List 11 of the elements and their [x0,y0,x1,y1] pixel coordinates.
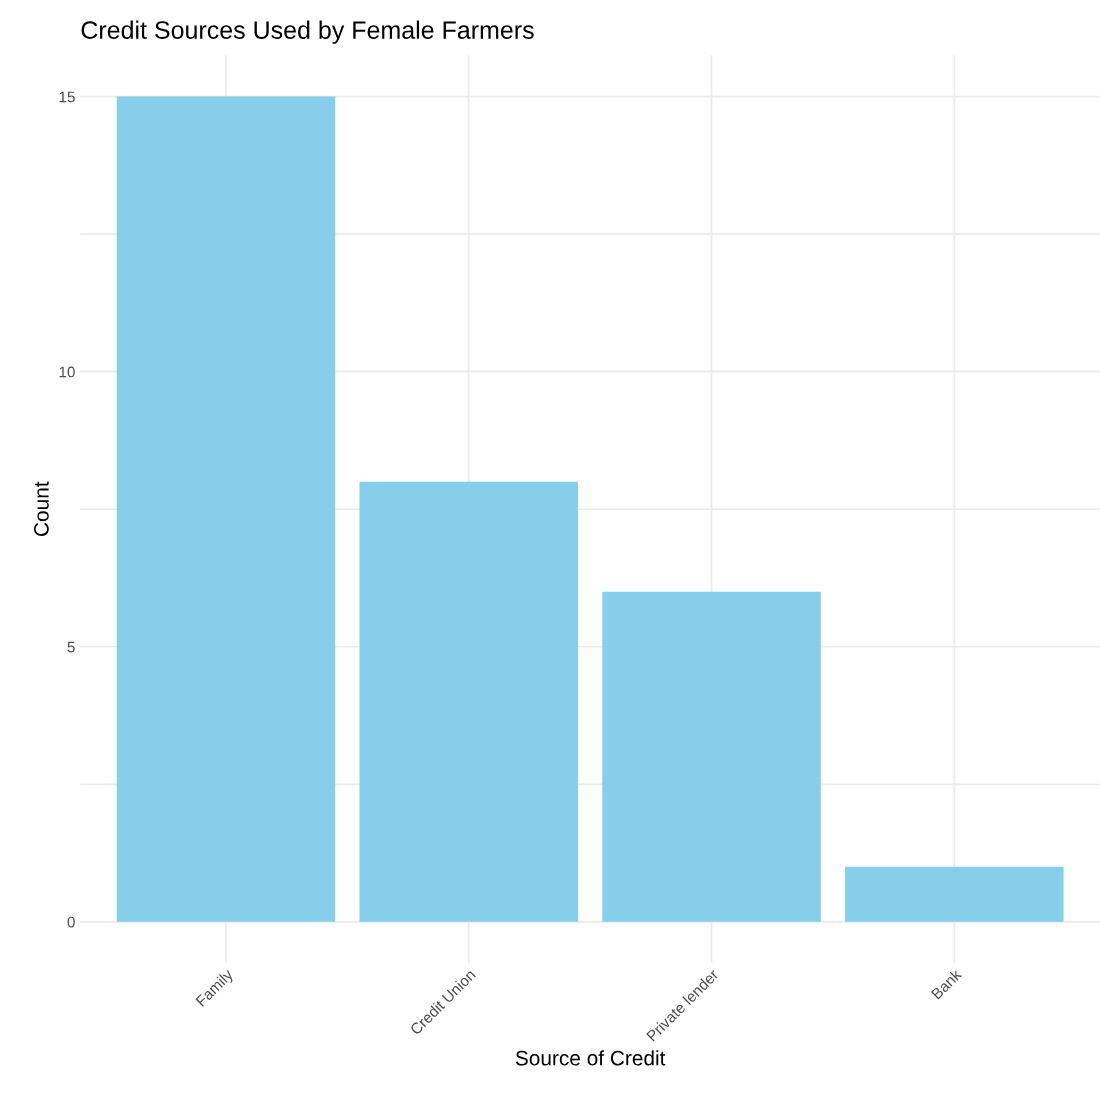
y-axis-title: Count [34,481,49,536]
bar [116,96,336,922]
bar [359,481,579,922]
y-tick-label: 15 [59,91,75,103]
bar [602,591,821,922]
x-axis-title: Source of Credit [515,1050,666,1066]
y-tick-label: 0 [67,916,75,928]
y-tick-label: 5 [67,641,75,653]
chart-title: Credit Sources Used by Female Farmers [81,20,534,44]
bar [845,866,1064,922]
y-tick-label: 10 [59,366,75,378]
